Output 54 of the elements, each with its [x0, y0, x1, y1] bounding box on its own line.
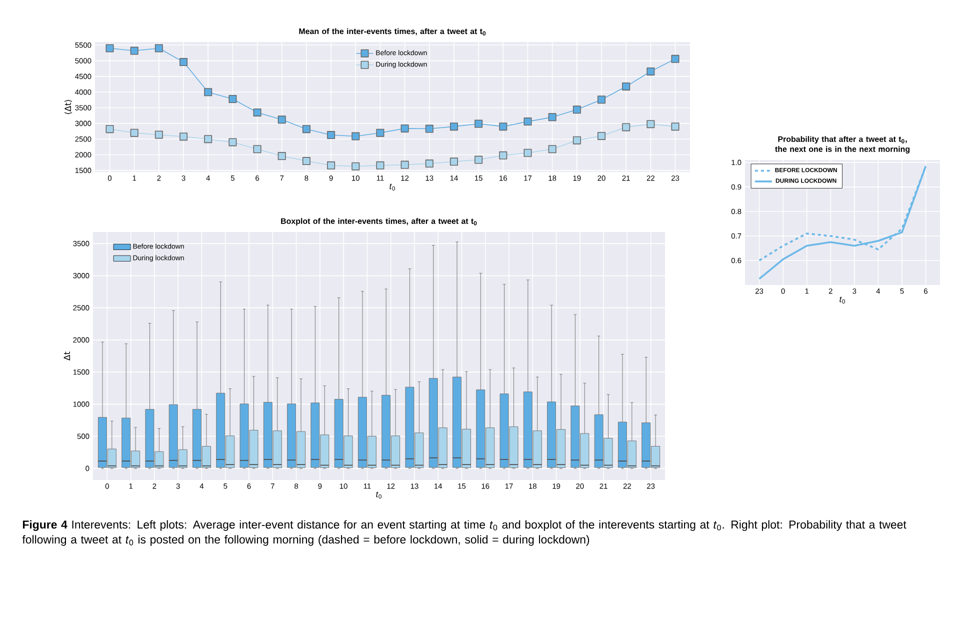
point: [597, 96, 606, 104]
point: [572, 106, 581, 114]
point: [597, 132, 606, 140]
point: [450, 158, 458, 166]
point: [253, 108, 262, 116]
point: [204, 88, 212, 96]
point: [572, 136, 581, 144]
x-axis-title: t$_{0}$: [376, 492, 382, 499]
point: [400, 160, 409, 169]
point: [154, 44, 163, 52]
point: [425, 124, 434, 133]
point: [622, 123, 630, 132]
point: [671, 122, 680, 131]
point: [180, 132, 188, 141]
point: [400, 124, 409, 132]
point: [474, 156, 483, 164]
point: [474, 120, 483, 128]
point: [228, 95, 237, 104]
point: [352, 132, 360, 140]
point: [548, 113, 556, 122]
point: [327, 161, 336, 170]
point: [425, 160, 434, 168]
point: [278, 152, 286, 160]
text: Figure 4 Interevents: Left plots: Average inter-event distance for an event starting at time t$_{0}$ and boxplot of the interevents starting at t$_{0}$. Right plot: Probability that a tweet following a tweet at t$_{0}$ is posted on the following morning (dashed = before lockdown, solid = during lockdown): [22, 520, 906, 546]
x-axis-title: t$_{0}$: [840, 296, 845, 304]
point: [376, 128, 384, 137]
point: [204, 135, 212, 144]
point: [499, 122, 508, 131]
point: [352, 162, 360, 170]
point: [302, 125, 310, 134]
point: [524, 148, 532, 157]
point: [327, 131, 336, 140]
point: [622, 82, 630, 90]
point: [499, 151, 508, 160]
point: [106, 44, 114, 52]
point: [130, 128, 138, 137]
point: [302, 157, 310, 166]
point: [278, 116, 286, 124]
point: [228, 138, 237, 146]
point: [180, 58, 188, 66]
point: [671, 54, 680, 63]
y-axis-title: Δt: [64, 352, 70, 360]
point: [646, 120, 655, 128]
point: [646, 67, 655, 76]
point: [524, 118, 532, 126]
point: [548, 145, 556, 154]
point: [130, 46, 138, 55]
x-axis-title: t$_{0}$: [390, 184, 395, 191]
point: [154, 130, 163, 139]
point: [106, 125, 114, 134]
point: [253, 145, 262, 154]
point: [450, 122, 458, 131]
point: [376, 161, 384, 170]
y-axis-title: ⟨Δt⟩: [64, 100, 72, 114]
